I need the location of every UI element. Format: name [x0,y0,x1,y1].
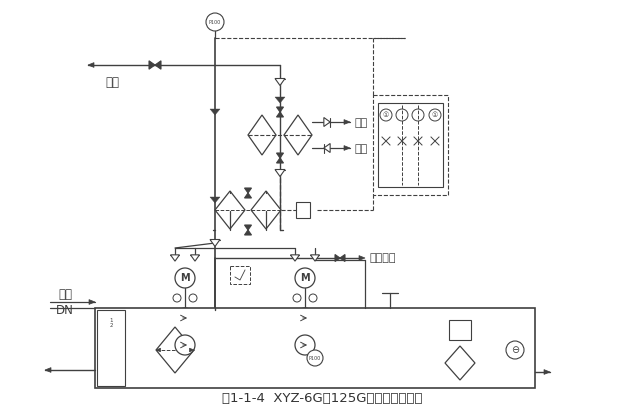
Polygon shape [156,327,194,373]
Text: M: M [180,273,190,283]
Circle shape [412,109,424,121]
Polygon shape [191,255,200,261]
Polygon shape [445,346,475,380]
Polygon shape [45,368,51,373]
Polygon shape [310,255,319,261]
Circle shape [295,308,315,328]
Polygon shape [275,78,285,86]
Text: ⊖: ⊖ [511,345,519,355]
Text: 回油: 回油 [58,288,72,302]
Polygon shape [276,112,283,117]
Text: ①: ① [383,112,389,118]
Circle shape [295,268,315,288]
Polygon shape [171,255,180,261]
Circle shape [206,13,224,31]
Polygon shape [215,191,245,229]
Polygon shape [340,255,345,262]
Polygon shape [276,107,283,112]
Polygon shape [156,348,160,352]
Circle shape [173,294,181,302]
Polygon shape [344,146,350,151]
Text: 1
2: 1 2 [109,317,113,328]
Polygon shape [359,255,365,260]
Polygon shape [210,197,220,203]
Polygon shape [149,61,155,69]
Bar [378,103,443,187]
Polygon shape [210,109,220,115]
Circle shape [293,294,301,302]
Bar [230,266,250,284]
Circle shape [295,335,315,355]
Polygon shape [276,158,283,163]
Text: P100: P100 [209,20,221,24]
Text: ①: ① [432,112,438,118]
Text: 供油: 供油 [105,75,119,89]
Polygon shape [275,97,285,103]
Circle shape [175,308,195,328]
Polygon shape [189,348,194,352]
Circle shape [506,341,524,359]
Polygon shape [284,115,312,155]
Polygon shape [335,255,340,262]
Bar [97,310,125,386]
Polygon shape [324,118,330,126]
Circle shape [175,335,195,355]
Text: M: M [300,273,310,283]
Polygon shape [251,191,281,229]
Text: 图1-1-4  XYZ-6G～125G型稀油站原理图: 图1-1-4 XYZ-6G～125G型稀油站原理图 [222,392,422,404]
Text: 进水: 进水 [355,144,368,154]
Circle shape [396,109,408,121]
Polygon shape [155,61,161,69]
Circle shape [189,294,197,302]
Polygon shape [290,255,299,261]
Polygon shape [89,299,95,304]
Polygon shape [245,188,252,193]
Polygon shape [245,193,252,198]
Polygon shape [210,239,220,246]
Bar [373,95,448,195]
Bar [95,308,535,388]
Polygon shape [248,115,276,155]
Text: 出水: 出水 [355,118,368,128]
Polygon shape [324,144,330,153]
Circle shape [175,268,195,288]
Text: 排污油口: 排污油口 [370,253,397,263]
Polygon shape [245,230,252,235]
Polygon shape [275,169,285,177]
Circle shape [307,350,323,366]
Circle shape [380,109,392,121]
Polygon shape [276,153,283,158]
Polygon shape [344,120,350,124]
Circle shape [309,294,317,302]
Polygon shape [88,62,94,67]
Bar [296,202,310,218]
Circle shape [429,109,441,121]
Polygon shape [544,370,550,375]
Bar [449,320,471,340]
Text: DN: DN [56,304,74,317]
Polygon shape [245,225,252,230]
Text: P100: P100 [309,355,321,361]
